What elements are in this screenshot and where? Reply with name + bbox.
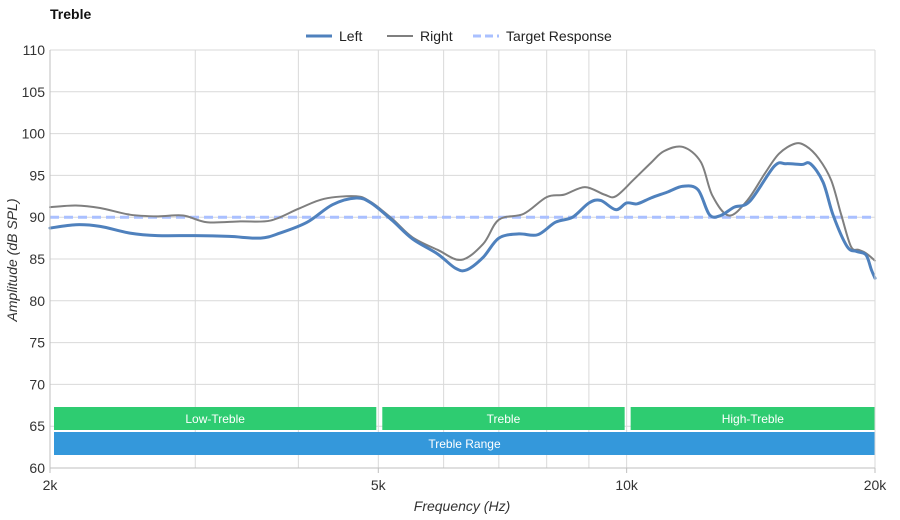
y-tick-label: 80 <box>29 293 45 309</box>
frequency-bands: Low-Treble Treble High-Treble Treble Range <box>54 407 875 455</box>
y-tick-label: 95 <box>29 167 45 183</box>
chart-title: Treble <box>50 6 92 22</box>
axes: 60 65 70 75 80 85 90 95 100 105 110 2k 5k 10k 20k <box>22 42 888 493</box>
legend-item-target-response[interactable]: Target Response <box>506 28 612 44</box>
y-tick-label: 60 <box>29 460 45 476</box>
grid <box>50 49 875 469</box>
x-axis-title: Frequency (Hz) <box>414 498 510 514</box>
band-label: Treble <box>487 412 521 426</box>
series-lines <box>48 142 877 280</box>
y-axis-title: Amplitude (dB SPL) <box>4 199 20 323</box>
y-tick-label: 65 <box>29 418 45 434</box>
y-tick-label: 85 <box>29 251 45 267</box>
series-line-left <box>48 161 877 280</box>
band-label: High-Treble <box>722 412 785 426</box>
x-tick-label: 20k <box>864 477 888 493</box>
series-line-right <box>49 142 876 262</box>
y-tick-label: 100 <box>22 126 46 142</box>
y-tick-label: 70 <box>29 376 45 392</box>
band-label: Low-Treble <box>185 412 245 426</box>
band-treble-range <box>54 432 875 455</box>
band-high-treble <box>630 407 875 430</box>
y-tick-label: 75 <box>29 335 45 351</box>
x-tick-label: 10k <box>615 477 639 493</box>
band-treble <box>382 407 625 430</box>
legend[interactable]: Left Right Target Response <box>306 28 612 44</box>
band-low-treble <box>54 407 377 430</box>
x-tick-label: 2k <box>43 477 59 493</box>
legend-item-left[interactable]: Left <box>339 28 362 44</box>
legend-item-right[interactable]: Right <box>420 28 453 44</box>
band-label: Treble Range <box>428 437 501 451</box>
y-tick-label: 90 <box>29 209 45 225</box>
y-tick-label: 105 <box>22 84 46 100</box>
y-tick-label: 110 <box>23 42 46 58</box>
x-tick-label: 5k <box>371 477 387 493</box>
